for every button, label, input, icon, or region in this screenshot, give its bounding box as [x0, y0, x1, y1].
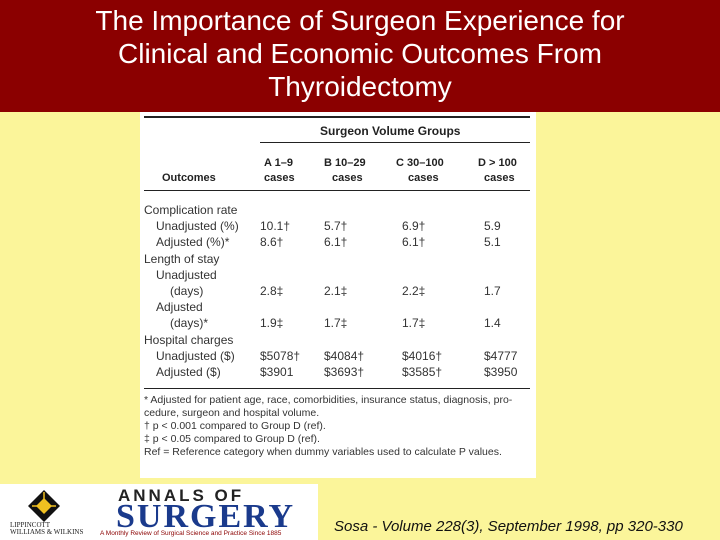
cell-value: $4084†: [324, 348, 365, 363]
citation: Sosa - Volume 228(3), September 1998, pp…: [334, 518, 683, 535]
table-footnotes: * Adjusted for patient age, race, comorb…: [144, 394, 534, 459]
row-label: (days)*: [170, 316, 209, 331]
cell-value: 6.9†: [402, 219, 426, 234]
table-top-rule: [144, 116, 530, 118]
column-header-a: A 1–9 cases: [264, 157, 295, 184]
column-header-c: C 30–100 cases: [396, 157, 444, 184]
journal-logos: LIPPINCOTT WILLIAMS & WILKINS ANNALS OF …: [0, 484, 318, 540]
cell-value: $3901: [260, 364, 294, 379]
lippincott-logo-icon: [28, 490, 60, 522]
journal-top-text: ANNALS OF: [118, 486, 245, 505]
footnote: † p < 0.001 compared to Group D (ref).: [144, 420, 326, 432]
cell-value: 1.7‡: [324, 316, 348, 331]
row-label: Adjusted: [156, 300, 203, 315]
journal-tagline: A Monthly Review of Surgical Science and…: [100, 530, 282, 537]
row-label: Complication rate: [144, 203, 238, 217]
table-row: Length of stay: [144, 251, 530, 267]
table-row: Adjusted ($) $3901 $3693† $3585† $3950: [144, 364, 530, 380]
cell-value: 2.8‡: [260, 283, 284, 298]
table-row: Hospital charges: [144, 332, 530, 348]
column-header-d: D > 100 cases: [478, 157, 517, 184]
row-label: Adjusted (%)*: [156, 235, 230, 250]
cell-value: 6.1†: [402, 235, 426, 250]
row-label: Length of stay: [144, 251, 220, 266]
row-label: Unadjusted (%): [156, 219, 239, 234]
publisher-name: LIPPINCOTT WILLIAMS & WILKINS: [10, 521, 84, 536]
cell-value: $3950: [484, 364, 518, 379]
slide-title: The Importance of Surgeon Experience for…: [0, 0, 720, 112]
table-row: Unadjusted: [144, 267, 530, 283]
row-label: Hospital charges: [144, 332, 234, 347]
cell-value: 2.1‡: [324, 283, 348, 298]
table-row: Unadjusted ($) $5078† $4084† $4016† $4777: [144, 348, 530, 364]
row-label: Unadjusted: [156, 267, 217, 282]
journal-name: SURGERY: [116, 498, 296, 535]
outcomes-header: Outcomes: [162, 172, 216, 184]
footnote: cedure, surgeon and hospital volume.: [144, 407, 320, 419]
title-line-1: The Importance of Surgeon Experience for: [95, 5, 625, 36]
cell-value: $5078†: [260, 348, 301, 363]
body-bottom-rule: [144, 388, 530, 389]
cell-value: $3693†: [324, 364, 365, 379]
row-label: Unadjusted ($): [156, 348, 235, 363]
title-line-2: Clinical and Economic Outcomes From: [118, 38, 602, 69]
table-body: Complication rate Unadjusted (%) 10.1† 5.7†…: [144, 202, 530, 380]
cell-value: $4777: [484, 348, 518, 363]
table-row: (days)* 1.9‡ 1.7‡ 1.7‡ 1.4: [144, 315, 530, 331]
cell-value: $4016†: [402, 348, 443, 363]
group-underline: [260, 142, 530, 143]
table-row: (days) 2.8‡ 2.1‡ 2.2‡ 1.7: [144, 283, 530, 299]
cell-value: 2.2‡: [402, 283, 426, 298]
header-rule: [144, 190, 530, 191]
cell-value: 1.7‡: [402, 316, 426, 331]
footnote: ‡ p < 0.05 compared to Group D (ref).: [144, 433, 320, 445]
cell-value: 5.1: [484, 235, 501, 250]
cell-value: 5.9: [484, 219, 501, 234]
column-header-b: B 10–29 cases: [324, 157, 366, 184]
table-row: Unadjusted (%) 10.1† 5.7† 6.9† 5.9: [144, 218, 530, 234]
footnote: Ref = Reference category when dummy vari…: [144, 446, 502, 458]
title-line-3: Thyroidectomy: [268, 71, 452, 102]
cell-value: 1.7: [484, 283, 501, 298]
cell-value: 6.1†: [324, 235, 348, 250]
row-label: Adjusted ($): [156, 364, 221, 379]
cell-value: 8.6†: [260, 235, 284, 250]
row-label: (days): [170, 283, 204, 298]
cell-value: 1.4: [484, 316, 501, 331]
table-row: Adjusted: [144, 299, 530, 315]
cell-value: 10.1†: [260, 219, 291, 234]
table-row: Complication rate: [144, 202, 530, 218]
cell-value: 5.7†: [324, 219, 348, 234]
outcomes-table: Surgeon Volume Groups A 1–9 cases B 10–2…: [140, 112, 536, 478]
table-row: Adjusted (%)* 8.6† 6.1† 6.1† 5.1: [144, 234, 530, 250]
group-title: Surgeon Volume Groups: [320, 124, 461, 138]
cell-value: 1.9‡: [260, 316, 284, 331]
cell-value: $3585†: [402, 364, 443, 379]
footnote: * Adjusted for patient age, race, comorb…: [144, 394, 513, 406]
